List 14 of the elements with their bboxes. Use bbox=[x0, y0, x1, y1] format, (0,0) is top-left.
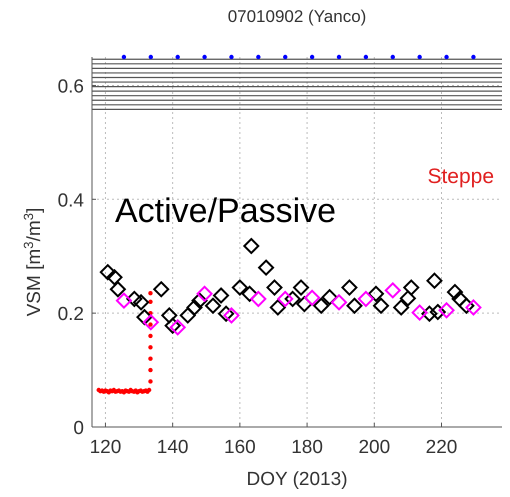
y-tick-label: 0.2 bbox=[58, 304, 84, 326]
x-axis-title: DOY (2013) bbox=[246, 469, 348, 490]
y-tick-label: 0.4 bbox=[58, 190, 84, 212]
x-tick-label: 220 bbox=[426, 437, 458, 458]
x-tick-label: 200 bbox=[358, 437, 390, 458]
annotation: Steppe bbox=[427, 165, 494, 188]
y-tick-label: 0.6 bbox=[58, 76, 84, 98]
x-tick-label: 140 bbox=[156, 437, 189, 458]
chart-title: 07010902 (Yanco) bbox=[228, 7, 366, 26]
x-tick-label: 180 bbox=[291, 437, 323, 458]
annotation: Active/Passive bbox=[115, 192, 336, 230]
x-tick-label: 160 bbox=[224, 437, 256, 458]
x-tick-label: 120 bbox=[90, 437, 122, 458]
y-tick-label: 0 bbox=[73, 418, 84, 439]
